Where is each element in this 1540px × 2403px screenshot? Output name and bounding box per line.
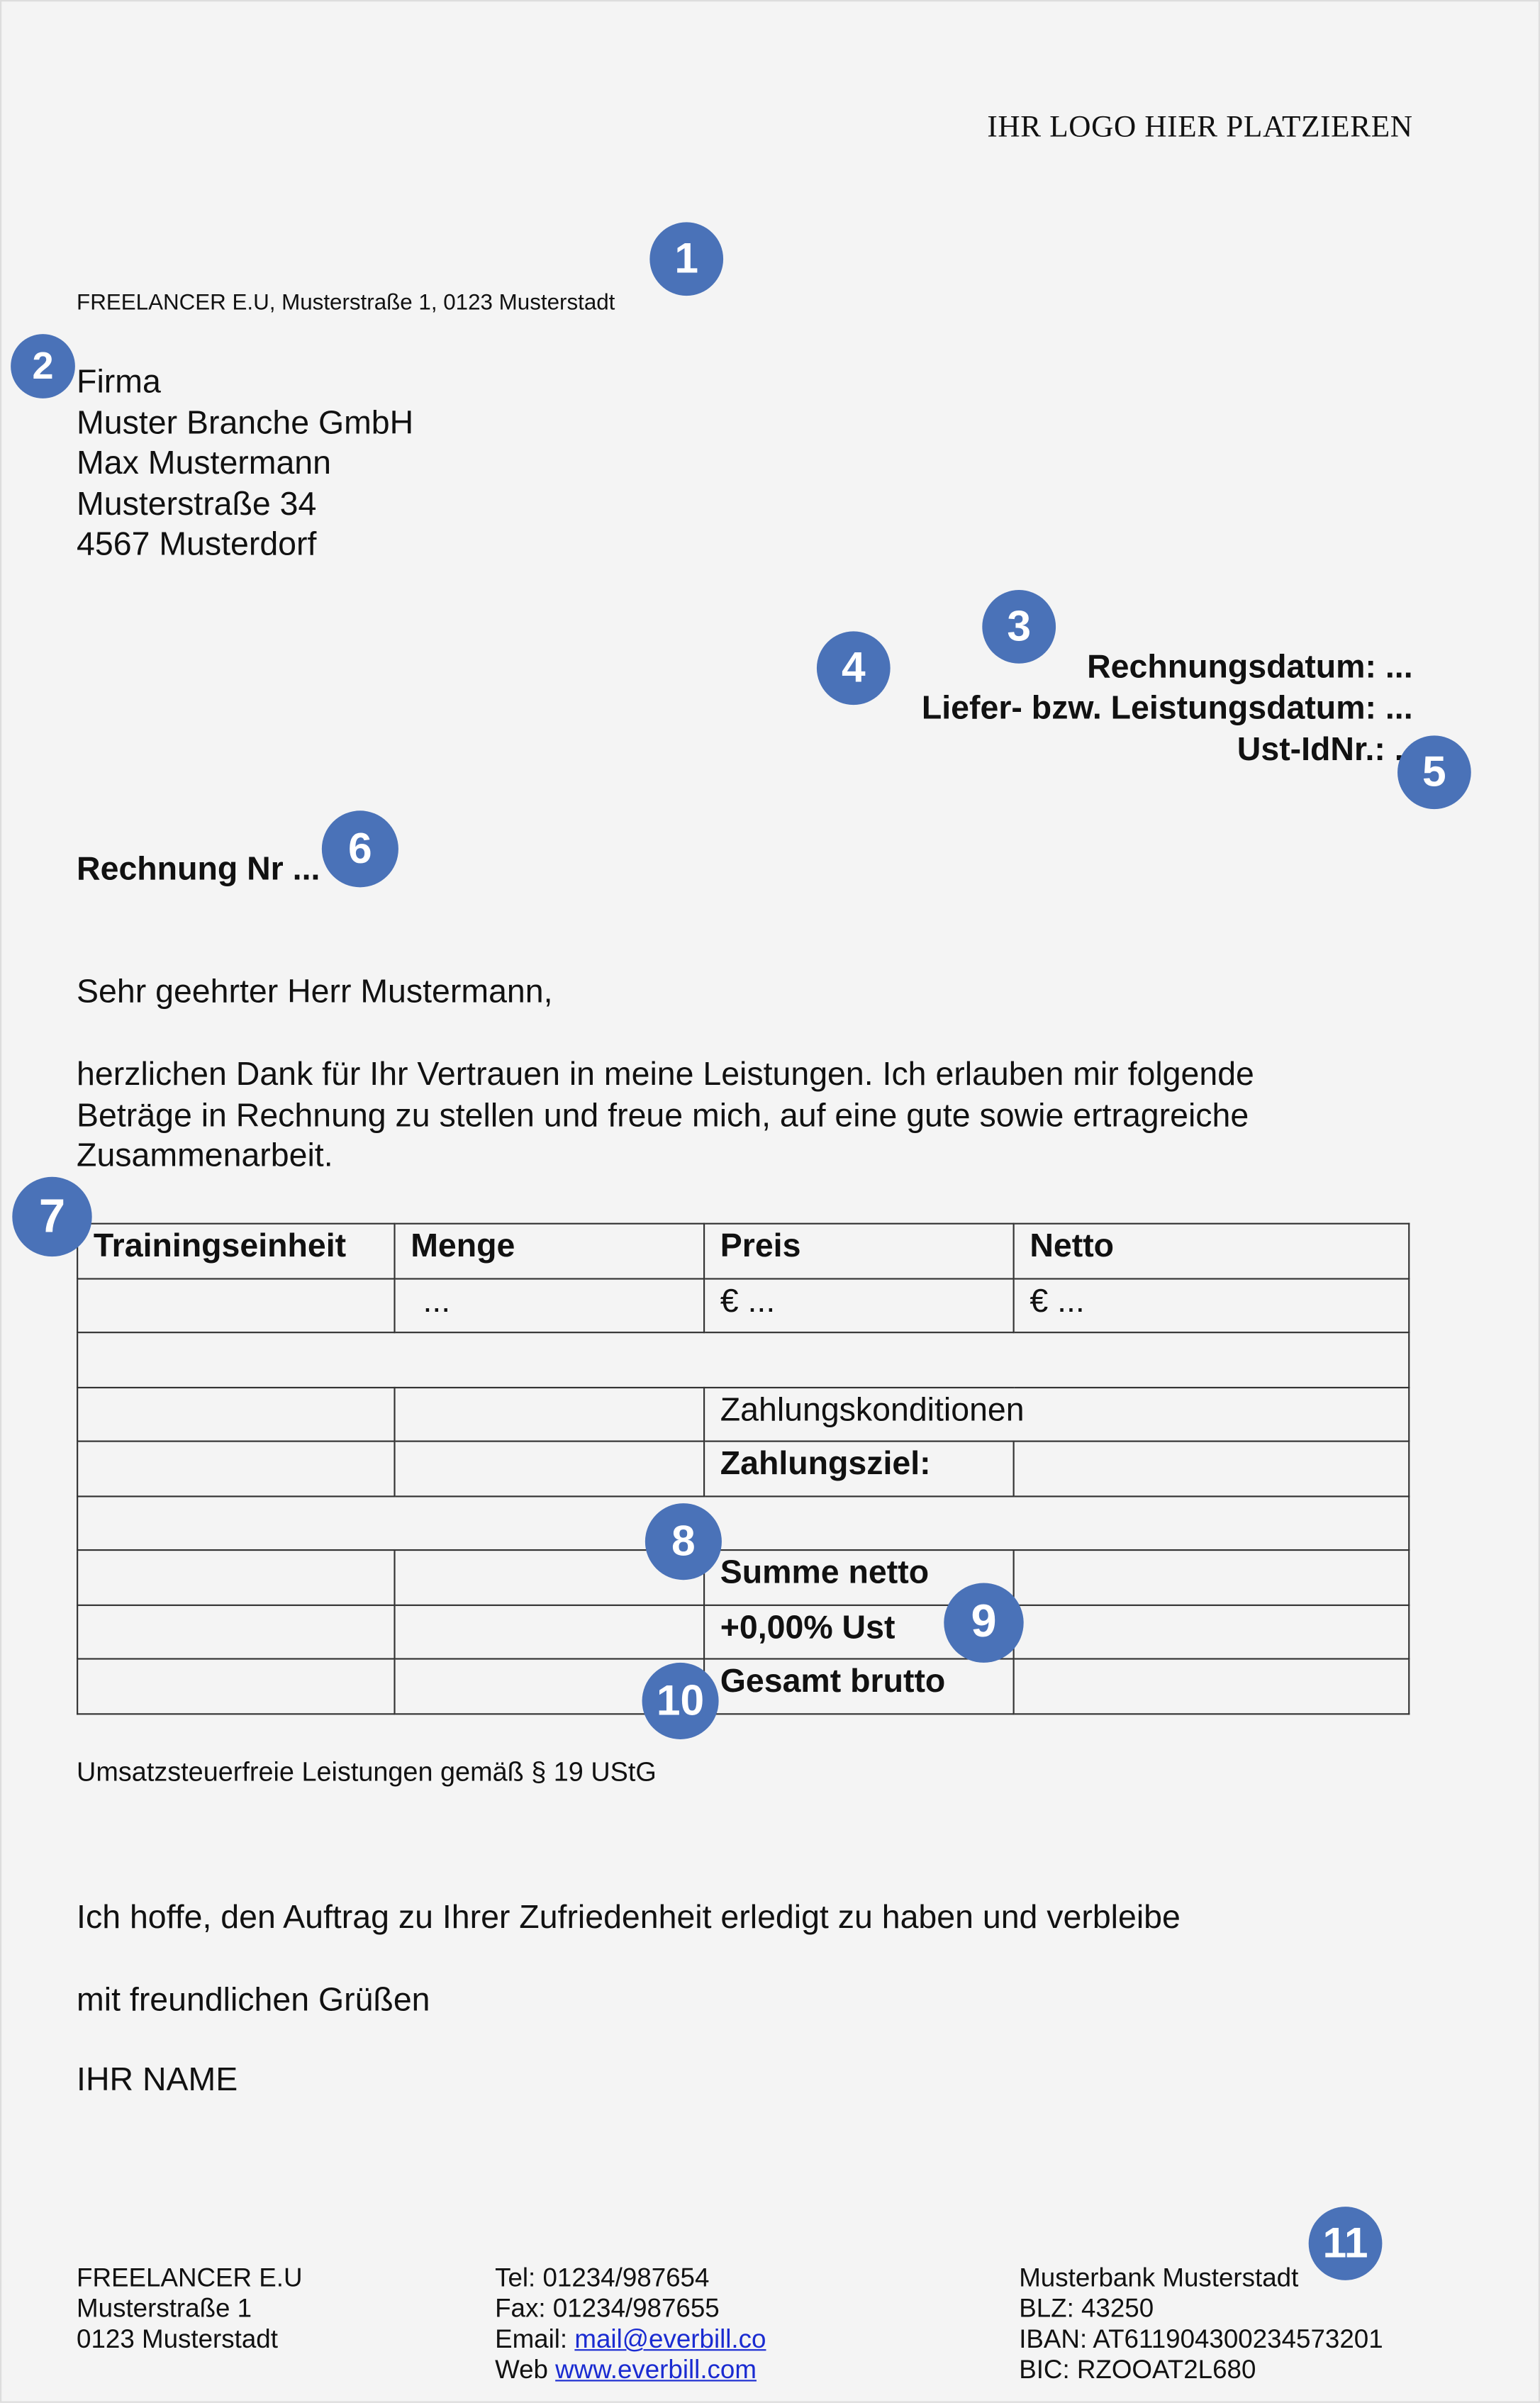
table-row: +0,00% Ust	[77, 1603, 1410, 1660]
table-cell	[77, 1440, 396, 1497]
number-badge-11: 11	[1308, 2207, 1383, 2280]
footer-line: FREELANCER E.U	[77, 2263, 303, 2293]
net-sum-label: Summe netto	[703, 1549, 1015, 1605]
footer-bank: Musterbank Musterstadt BLZ: 43250 IBAN: …	[1019, 2263, 1383, 2386]
tax-note: Umsatzsteuerfreie Leistungen gemäß § 19 …	[77, 1756, 657, 1787]
table-cell: € ...	[1012, 1277, 1410, 1334]
footer-line: BIC: RZOOAT2L680	[1019, 2355, 1256, 2385]
footer-line: IBAN: AT611904300234573201	[1019, 2324, 1383, 2354]
sender-line: FREELANCER E.U, Musterstraße 1, 0123 Mus…	[77, 291, 615, 316]
number-badge-6: 6	[321, 810, 398, 888]
footer-line: BLZ: 43250	[1019, 2294, 1154, 2324]
intro-line: Beträge in Rechnung zu stellen und freue…	[77, 1096, 1249, 1134]
intro-line: Zusammenarbeit.	[77, 1137, 333, 1174]
invoice-table: Trainingseinheit Menge Preis Netto ... €…	[77, 1222, 1410, 1715]
footer-line: Musterstraße 1	[77, 2294, 252, 2324]
invoice-title: Rechnung Nr ...	[77, 850, 320, 888]
logo-placeholder: IHR LOGO HIER PLATZIEREN	[987, 110, 1413, 145]
number-badge-1: 1	[649, 222, 724, 296]
table-cell	[77, 1658, 396, 1715]
table-row: Gesamt brutto	[77, 1658, 1410, 1715]
table-row	[77, 1332, 1410, 1388]
table-row: Zahlungsziel:	[77, 1440, 1410, 1497]
gross-label: Gesamt brutto	[703, 1658, 1015, 1715]
closing-text: Ich hoffe, den Auftrag zu Ihrer Zufriede…	[77, 1898, 1181, 1936]
salutation: Sehr geehrter Herr Mustermann,	[77, 973, 553, 1010]
invoice-meta: Rechnungsdatum: ... Liefer- bzw. Leistun…	[922, 647, 1413, 770]
table-cell	[77, 1549, 396, 1605]
table-cell	[77, 1386, 396, 1442]
due-label: Zahlungsziel:	[703, 1440, 1015, 1497]
recipient-line: Max Mustermann	[77, 445, 332, 482]
number-badge-4: 4	[816, 631, 891, 706]
number-badge-10: 10	[642, 1662, 719, 1739]
table-cell	[1012, 1603, 1410, 1660]
table-row: Zahlungskonditionen	[77, 1386, 1410, 1442]
table-cell	[394, 1440, 705, 1497]
signature-name: IHR NAME	[77, 2061, 238, 2098]
header-cell: Trainingseinheit	[77, 1222, 396, 1279]
vat-id: Ust-IdNr.: ..	[1237, 730, 1413, 767]
recipient-line: Muster Branche GmbH	[77, 403, 414, 441]
table-cell: ...	[394, 1277, 705, 1334]
footer-fax: Fax: 01234/987655	[495, 2294, 720, 2324]
table-cell	[77, 1603, 396, 1660]
footer-line: 0123 Musterstadt	[77, 2324, 278, 2354]
recipient-line: Musterstraße 34	[77, 485, 317, 523]
table-cell	[1012, 1658, 1410, 1715]
number-badge-3: 3	[982, 590, 1056, 664]
intro-line: herzlichen Dank für Ihr Vertrauen in mei…	[77, 1056, 1254, 1093]
table-cell	[77, 1495, 1410, 1551]
number-badge-8: 8	[645, 1503, 722, 1580]
table-cell	[394, 1386, 705, 1442]
footer-email: Email: mail@everbill.co	[495, 2325, 766, 2355]
web-label: Web	[495, 2355, 556, 2385]
payment-terms: Zahlungskonditionen	[703, 1386, 1410, 1442]
table-header-row: Trainingseinheit Menge Preis Netto	[77, 1222, 1410, 1279]
table-cell	[394, 1603, 705, 1660]
table-cell	[77, 1277, 396, 1334]
recipient-line: Firma	[77, 363, 161, 401]
invoice-date: Rechnungsdatum: ...	[1087, 648, 1413, 686]
table-row: Summe netto	[77, 1549, 1410, 1605]
header-cell: Netto	[1012, 1222, 1410, 1279]
footer-contact: Tel: 01234/987654 Fax: 01234/987655 Emai…	[495, 2263, 766, 2386]
number-badge-5: 5	[1397, 735, 1471, 810]
table-cell	[1012, 1549, 1410, 1605]
email-label: Email:	[495, 2324, 575, 2354]
number-badge-7: 7	[12, 1176, 92, 1257]
footer-line: Musterbank Musterstadt	[1019, 2263, 1299, 2293]
number-badge-2: 2	[11, 334, 75, 398]
intro-paragraph: herzlichen Dank für Ihr Vertrauen in mei…	[77, 1054, 1254, 1176]
table-row: ... € ... € ...	[77, 1277, 1410, 1334]
delivery-date: Liefer- bzw. Leistungsdatum: ...	[921, 689, 1413, 726]
regards: mit freundlichen Grüßen	[77, 1981, 430, 2019]
number-badge-9: 9	[944, 1583, 1024, 1663]
footer-tel: Tel: 01234/987654	[495, 2263, 710, 2293]
web-link[interactable]: www.everbill.com	[555, 2355, 757, 2385]
table-cell: € ...	[703, 1277, 1015, 1334]
footer-web: Web www.everbill.com	[495, 2355, 766, 2386]
table-row	[77, 1495, 1410, 1551]
email-link[interactable]: mail@everbill.co	[574, 2324, 766, 2354]
recipient-line: 4567 Musterdorf	[77, 526, 317, 563]
table-cell	[77, 1332, 1410, 1388]
table-cell	[1012, 1440, 1410, 1497]
header-cell: Menge	[394, 1222, 705, 1279]
footer-company: FREELANCER E.U Musterstraße 1 0123 Muste…	[77, 2263, 303, 2355]
header-cell: Preis	[703, 1222, 1015, 1279]
recipient-address: Firma Muster Branche GmbH Max Mustermann…	[77, 362, 413, 565]
